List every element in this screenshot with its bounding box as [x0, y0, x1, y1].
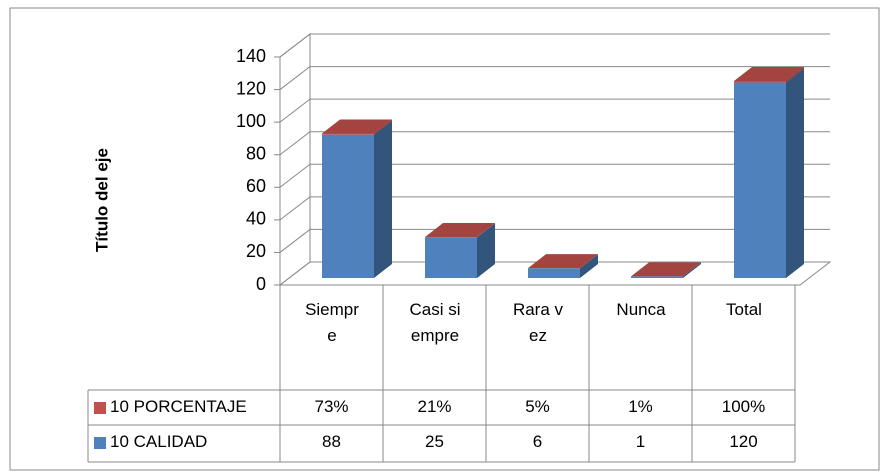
grid-line [279, 163, 830, 188]
bar-side [374, 119, 392, 135]
bar-side [580, 254, 598, 269]
y-tick-label: 80 [246, 143, 266, 163]
bar-front [322, 134, 374, 278]
table-value: 6 [532, 432, 543, 451]
legend-label: 10 PORCENTAJE [110, 397, 247, 416]
grid-line [279, 196, 830, 221]
grid-line [279, 131, 830, 156]
category-label: Nunca [616, 300, 666, 319]
left-wall [279, 32, 311, 285]
grid-line [279, 228, 830, 253]
legend-swatch [94, 402, 106, 414]
bar-top [322, 119, 392, 134]
bar-side [786, 66, 804, 83]
grid-line [279, 98, 830, 123]
y-tick-label: 20 [246, 241, 266, 261]
bar-front [322, 133, 374, 135]
bar-top [631, 262, 701, 277]
bar-side [683, 262, 701, 277]
bar-front [425, 237, 477, 278]
legend-label: 10 CALIDAD [110, 432, 208, 451]
table-value: 120 [729, 432, 758, 451]
table-value: 5% [525, 397, 550, 416]
legend-swatch [94, 437, 106, 449]
bar-front [734, 80, 786, 83]
table-value: 1 [635, 432, 646, 451]
grid-line [279, 33, 830, 58]
table-value: 25 [425, 432, 444, 451]
category-label: Total [726, 300, 762, 319]
bar-side [580, 254, 598, 278]
bar-side [477, 222, 495, 238]
grid-line [279, 66, 830, 90]
y-tick-label: 100 [236, 111, 266, 131]
bar-front [631, 276, 683, 278]
y-axis-title: Título del eje [92, 148, 111, 252]
y-tick-label: 0 [256, 274, 266, 294]
bar-side [477, 223, 495, 278]
y-tick-label: 140 [236, 46, 266, 66]
y-tick-label: 40 [246, 209, 266, 229]
chart-border [9, 7, 880, 471]
bar-side [786, 68, 804, 278]
category-label: Siempre [305, 300, 359, 345]
bar-side [683, 262, 701, 278]
table-value: 100% [721, 397, 766, 416]
grid-line [279, 261, 830, 286]
table-value: 88 [322, 432, 341, 451]
category-label: Rara vez [512, 300, 564, 345]
category-label: Casi siempre [409, 300, 461, 345]
bar-top [528, 254, 598, 269]
table-value: 1% [628, 397, 653, 416]
bar-front [528, 268, 580, 278]
y-tick-label: 120 [236, 78, 266, 98]
table-value: 73% [314, 397, 349, 416]
bar-front [734, 82, 786, 278]
bar-top [425, 222, 495, 237]
table-value: 21% [417, 397, 452, 416]
bar-top [734, 66, 804, 81]
bar-side [374, 120, 392, 278]
y-tick-label: 60 [246, 176, 266, 196]
